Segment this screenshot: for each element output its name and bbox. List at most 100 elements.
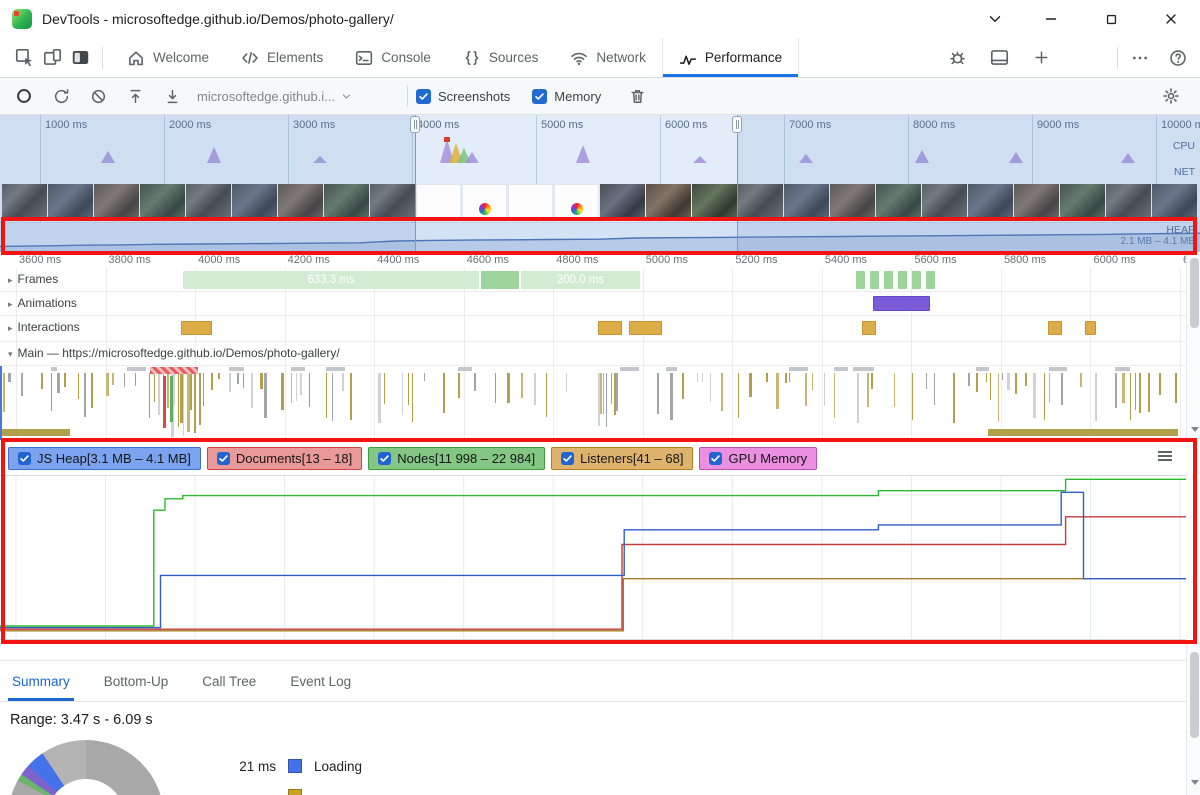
overview-dim-left xyxy=(0,115,415,251)
flame-chart[interactable] xyxy=(0,366,1186,440)
timeline-detail[interactable]: 3600 ms 3800 ms 4000 ms 4200 ms 4400 ms 4600 … xyxy=(0,252,1186,440)
screenshot-thumbnail[interactable] xyxy=(646,184,691,218)
checkbox-checked-icon[interactable] xyxy=(378,452,392,465)
clear-icon[interactable] xyxy=(84,82,112,110)
tab-sources[interactable]: Sources xyxy=(447,38,555,77)
interaction-bar xyxy=(181,321,212,335)
heap-overview-row xyxy=(0,222,1200,251)
trash-icon[interactable] xyxy=(623,82,651,110)
screenshot-thumbnail[interactable] xyxy=(922,184,967,218)
screenshot-thumbnail[interactable] xyxy=(692,184,737,218)
screenshots-checkbox[interactable] xyxy=(416,88,431,104)
screenshot-thumbnail[interactable] xyxy=(48,184,93,218)
detail-scrollbar[interactable] xyxy=(1186,252,1200,440)
scrollbar-thumb[interactable] xyxy=(1189,652,1199,738)
memory-chart[interactable] xyxy=(0,475,1186,640)
add-tab-icon[interactable] xyxy=(1027,44,1055,72)
main-track-header[interactable]: Main — https://microsoftedge.github.io/D… xyxy=(0,342,1186,366)
memory-counter-js-heap[interactable]: JS Heap[3.1 MB – 4.1 MB] xyxy=(8,447,201,470)
screenshot-thumbnail[interactable] xyxy=(416,184,461,218)
disclosure-triangle-icon xyxy=(8,272,13,286)
bottom-tab-bottom-up[interactable]: Bottom-Up xyxy=(103,673,169,689)
screenshot-thumbnail[interactable] xyxy=(1060,184,1105,218)
screenshot-thumbnail[interactable] xyxy=(370,184,415,218)
screenshot-thumbnail[interactable] xyxy=(278,184,323,218)
track-toggle-interactions[interactable]: Interactions xyxy=(8,320,80,334)
bottom-tab-summary[interactable]: Summary xyxy=(8,661,74,701)
save-profile-icon[interactable] xyxy=(158,82,186,110)
track-label: Frames xyxy=(17,272,59,286)
selection-handle-left[interactable] xyxy=(410,116,420,133)
screenshot-thumbnail[interactable] xyxy=(830,184,875,218)
gridline xyxy=(732,268,734,440)
screenshot-thumbnail[interactable] xyxy=(1106,184,1151,218)
timeline-overview[interactable]: 1000 ms 2000 ms 3000 ms 4000 ms 5000 ms 6000 … xyxy=(0,115,1200,252)
selection-edge-left xyxy=(415,115,416,251)
tab-label: Network xyxy=(596,50,646,65)
screenshot-thumbnail[interactable] xyxy=(462,184,507,218)
screenshot-thumbnail[interactable] xyxy=(784,184,829,218)
screenshot-thumbnail[interactable] xyxy=(554,184,599,218)
scroll-down-arrow-icon[interactable] xyxy=(1190,427,1199,432)
screenshot-thumbnail[interactable] xyxy=(94,184,139,218)
tab-console[interactable]: Console xyxy=(339,38,447,77)
page-selector-dropdown[interactable]: microsoftedge.github.i... xyxy=(197,89,393,104)
net-label: NET xyxy=(1174,166,1195,178)
screenshot-thumbnail[interactable] xyxy=(186,184,231,218)
bottom-tab-call-tree[interactable]: Call Tree xyxy=(202,673,257,689)
help-icon[interactable] xyxy=(1164,44,1192,72)
device-emulation-icon[interactable] xyxy=(38,44,66,72)
load-profile-icon[interactable] xyxy=(121,82,149,110)
memory-counter-listeners[interactable]: Listeners[41 – 68] xyxy=(551,447,694,470)
checkbox-checked-icon[interactable] xyxy=(216,452,230,465)
selection-handle-right[interactable] xyxy=(732,116,742,133)
track-toggle-frames[interactable]: Frames xyxy=(8,272,59,286)
gridline xyxy=(553,268,555,440)
close-button[interactable] xyxy=(1153,7,1189,31)
tab-elements[interactable]: Elements xyxy=(225,38,339,77)
details-scrollbar[interactable] xyxy=(1186,644,1200,795)
chevron-down-icon[interactable] xyxy=(977,7,1013,31)
track-toggle-animations[interactable]: Animations xyxy=(8,296,77,310)
screenshot-thumbnail[interactable] xyxy=(600,184,645,218)
checkbox-checked-icon[interactable] xyxy=(18,452,31,465)
more-options-icon[interactable] xyxy=(1126,44,1154,72)
inspect-icon[interactable] xyxy=(10,44,38,72)
checkbox-checked-icon[interactable] xyxy=(561,452,575,465)
checkbox-checked-icon[interactable] xyxy=(709,452,723,465)
memory-menu-icon[interactable] xyxy=(1158,451,1172,453)
memory-counter-nodes[interactable]: Nodes[11 998 – 22 984] xyxy=(368,447,546,470)
tab-network[interactable]: Network xyxy=(554,38,662,77)
tab-welcome[interactable]: Welcome xyxy=(111,38,225,77)
tab-performance[interactable]: Performance xyxy=(661,38,800,77)
screenshot-thumbnail[interactable] xyxy=(324,184,369,218)
screenshot-thumbnail[interactable] xyxy=(508,184,553,218)
memory-counter-documents[interactable]: Documents[13 – 18] xyxy=(206,447,363,470)
bottom-tab-event-log[interactable]: Event Log xyxy=(290,673,352,689)
colorful-image xyxy=(479,203,491,215)
screenshot-thumbnail[interactable] xyxy=(876,184,921,218)
screenshot-thumbnail[interactable] xyxy=(1014,184,1059,218)
screenshot-thumbnail[interactable] xyxy=(140,184,185,218)
window-title: DevTools - microsoftedge.github.io/Demos… xyxy=(42,11,394,27)
bug-icon[interactable] xyxy=(943,44,971,72)
scroll-down-arrow-icon[interactable] xyxy=(1190,780,1199,785)
record-button[interactable] xyxy=(10,82,38,110)
focus-mode-icon[interactable] xyxy=(66,44,94,72)
gridline xyxy=(374,268,376,440)
main-track-label: Main — https://microsoftedge.github.io/D… xyxy=(17,346,340,360)
settings-gear-icon[interactable] xyxy=(1157,82,1185,110)
memory-counter-gpu-memory[interactable]: GPU Memory xyxy=(699,447,818,470)
minimize-button[interactable] xyxy=(1033,7,1069,31)
screenshot-thumbnail[interactable] xyxy=(2,184,47,218)
pie-legend-label[interactable]: Loading xyxy=(314,758,363,774)
screenshot-thumbnail[interactable] xyxy=(232,184,277,218)
screenshot-thumbnail[interactable] xyxy=(1152,184,1197,218)
reload-and-record-icon[interactable] xyxy=(47,82,75,110)
memory-checkbox[interactable] xyxy=(532,88,548,104)
maximize-button[interactable] xyxy=(1093,7,1129,31)
layout-panel-icon[interactable] xyxy=(985,44,1013,72)
screenshot-thumbnail[interactable] xyxy=(738,184,783,218)
scrollbar-thumb[interactable] xyxy=(1189,258,1199,328)
screenshot-thumbnail[interactable] xyxy=(968,184,1013,218)
